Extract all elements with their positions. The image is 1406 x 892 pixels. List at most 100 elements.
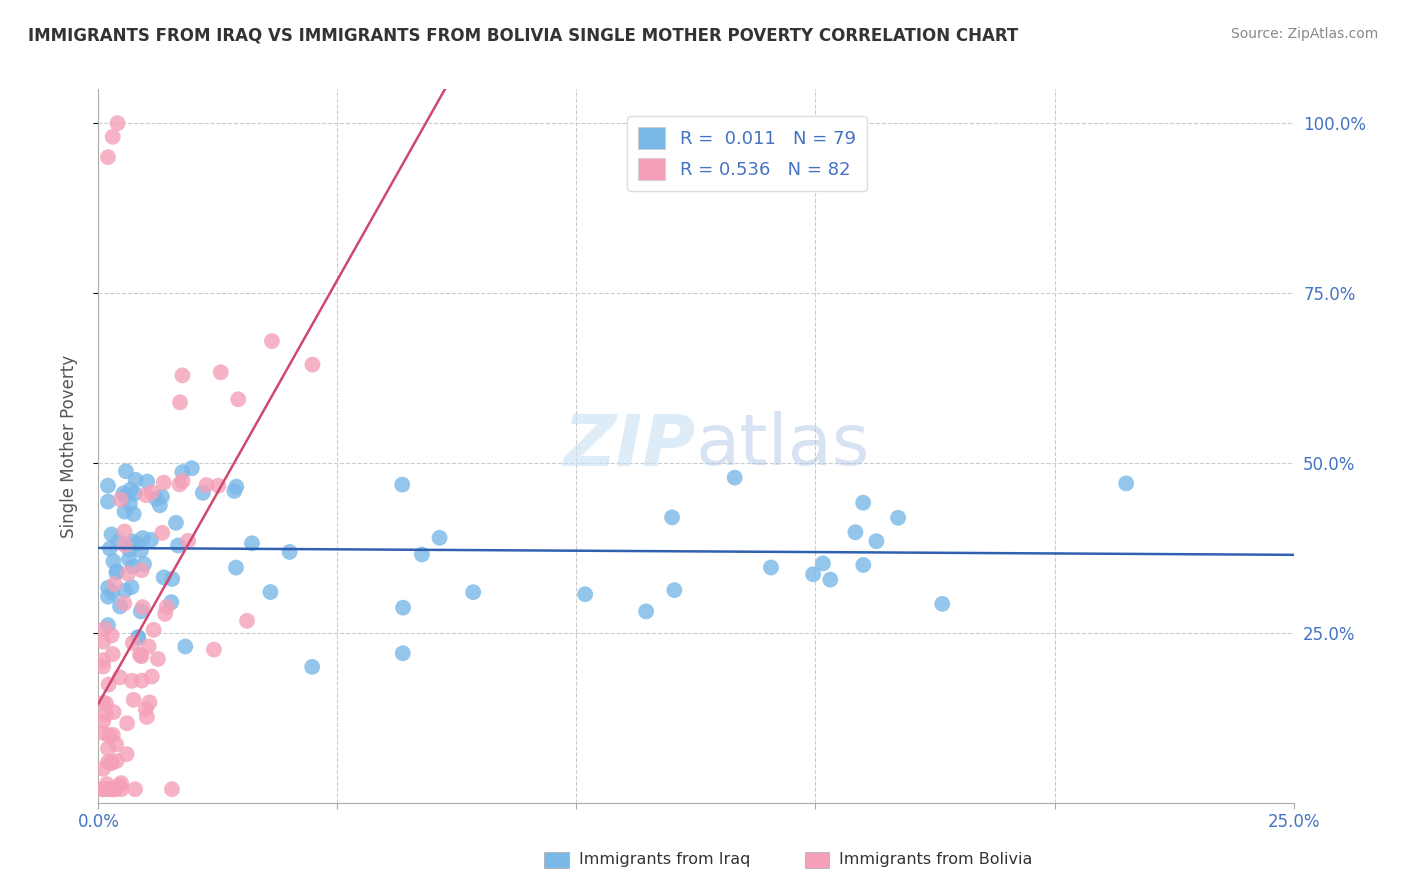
- Point: [97, 782, 120, 797]
- Point: [91, 696, 114, 710]
- Point: [112, 486, 135, 500]
- Point: [105, 754, 128, 768]
- Point: [852, 496, 875, 510]
- Point: [97, 150, 120, 164]
- Point: [574, 587, 596, 601]
- Point: [103, 782, 125, 797]
- Point: [110, 776, 132, 790]
- Point: [105, 564, 128, 578]
- Point: [150, 525, 173, 540]
- Point: [91, 762, 114, 776]
- Point: [110, 782, 132, 797]
- Point: [98, 729, 121, 743]
- Point: [127, 631, 149, 645]
- Point: [301, 660, 323, 674]
- Y-axis label: Single Mother Poverty: Single Mother Poverty: [59, 354, 77, 538]
- Point: [142, 623, 165, 637]
- Point: [172, 474, 194, 488]
- Point: [91, 653, 114, 667]
- Point: [225, 480, 247, 494]
- Point: [121, 636, 143, 650]
- Point: [100, 756, 122, 771]
- Point: [124, 473, 146, 487]
- Point: [121, 580, 143, 594]
- Point: [169, 477, 191, 491]
- Point: [100, 527, 122, 541]
- Point: [115, 716, 138, 731]
- Point: [122, 507, 145, 521]
- Point: [259, 585, 281, 599]
- Point: [91, 782, 114, 797]
- Point: [97, 581, 120, 595]
- Point: [429, 531, 451, 545]
- Point: [97, 782, 120, 797]
- Point: [94, 697, 117, 711]
- Point: [209, 365, 232, 379]
- Point: [167, 539, 190, 553]
- Point: [108, 599, 131, 614]
- Point: [172, 465, 194, 479]
- Point: [240, 536, 263, 550]
- Point: [463, 585, 485, 599]
- Point: [301, 358, 323, 372]
- Point: [202, 642, 225, 657]
- Point: [124, 782, 146, 797]
- Text: ZIP: ZIP: [564, 411, 696, 481]
- Point: [115, 464, 138, 478]
- Point: [636, 604, 658, 618]
- Point: [122, 693, 145, 707]
- Point: [118, 497, 141, 511]
- Point: [114, 505, 136, 519]
- Point: [169, 395, 191, 409]
- Point: [114, 583, 136, 598]
- Point: [136, 475, 159, 489]
- Point: [152, 570, 174, 584]
- Point: [278, 545, 301, 559]
- Text: Immigrants from Bolivia: Immigrants from Bolivia: [839, 853, 1033, 867]
- Point: [100, 628, 122, 642]
- Point: [105, 737, 128, 751]
- Point: [93, 622, 115, 636]
- Point: [93, 726, 115, 740]
- Point: [141, 669, 163, 683]
- Legend: R =  0.011   N = 79, R = 0.536   N = 82: R = 0.011 N = 79, R = 0.536 N = 82: [627, 116, 866, 191]
- Point: [112, 596, 135, 610]
- Point: [104, 782, 127, 797]
- Point: [139, 533, 162, 547]
- Point: [152, 475, 174, 490]
- Point: [108, 778, 131, 792]
- Point: [103, 705, 125, 719]
- Point: [724, 470, 747, 484]
- Point: [105, 566, 128, 580]
- Point: [114, 489, 136, 503]
- Point: [104, 577, 127, 591]
- Point: [107, 116, 129, 130]
- Point: [129, 604, 152, 618]
- Point: [811, 557, 834, 571]
- Point: [97, 741, 120, 756]
- Point: [129, 648, 152, 662]
- Point: [118, 542, 141, 557]
- Point: [114, 538, 136, 552]
- Point: [236, 614, 259, 628]
- Point: [97, 494, 120, 508]
- Point: [103, 554, 125, 568]
- Point: [97, 618, 120, 632]
- Point: [108, 670, 131, 684]
- Point: [135, 710, 157, 724]
- Point: [103, 782, 125, 797]
- Point: [132, 531, 155, 545]
- Point: [122, 559, 145, 574]
- Point: [160, 572, 183, 586]
- Point: [132, 557, 155, 571]
- Bar: [804, 852, 830, 868]
- Point: [101, 756, 124, 770]
- Point: [260, 334, 283, 348]
- Point: [411, 548, 433, 562]
- Point: [801, 567, 824, 582]
- Point: [172, 368, 194, 383]
- Point: [165, 516, 187, 530]
- Point: [150, 490, 173, 504]
- Point: [101, 129, 124, 144]
- Point: [391, 477, 413, 491]
